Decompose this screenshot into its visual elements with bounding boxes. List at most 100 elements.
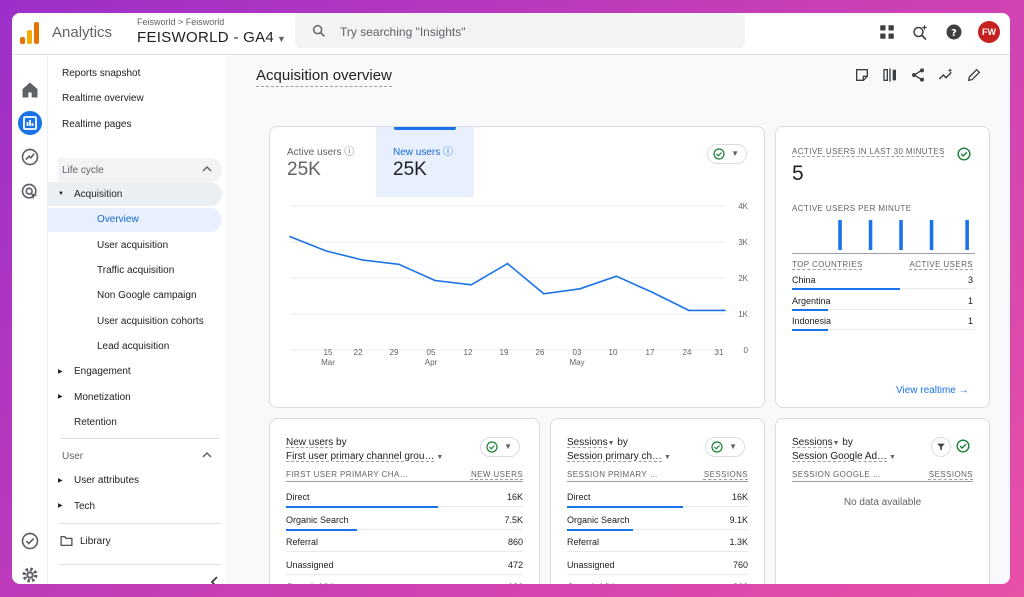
tab-label: New users: [393, 147, 441, 158]
col-top-countries: TOP COUNTRIES: [792, 260, 863, 269]
sidebar-item-non-google-campaign[interactable]: Non Google campaign: [97, 290, 197, 301]
avatar[interactable]: FW: [978, 21, 1000, 43]
sidebar-item-lead-acquisition[interactable]: Lead acquisition: [97, 341, 170, 352]
account-breadcrumb[interactable]: Feisworld > Feisworld: [137, 17, 225, 27]
dimension-selector[interactable]: First user primary channel grou… ▼: [286, 451, 443, 462]
sidebar-item-overview[interactable]: Overview: [97, 214, 139, 225]
table-row-value: 126: [508, 582, 523, 584]
x-tick-label: 03: [573, 348, 582, 357]
dimension-selector[interactable]: Session primary ch… ▼: [567, 451, 671, 462]
data-point: [289, 235, 291, 238]
home-icon[interactable]: [20, 80, 40, 100]
tab-new-users[interactable]: New users ⓘ: [393, 143, 453, 158]
analytics-logo-icon[interactable]: [20, 22, 40, 44]
y-tick-label: 0: [744, 346, 749, 355]
sidebar-item-acquisition[interactable]: Acquisition: [74, 189, 123, 200]
table-row-label[interactable]: Direct: [286, 492, 310, 502]
insights-search-icon[interactable]: [911, 23, 929, 41]
section-life-cycle[interactable]: Life cycle: [58, 158, 222, 182]
tab-active-users[interactable]: Active users ⓘ: [287, 143, 354, 158]
section-user[interactable]: User: [58, 444, 222, 468]
share-icon[interactable]: [910, 67, 926, 83]
settings-gear-icon[interactable]: [20, 565, 40, 584]
chevron-up-icon: [202, 451, 212, 458]
dimension-selector[interactable]: Session Google Ad… ▼: [792, 451, 896, 462]
sidebar-divider: [60, 564, 220, 565]
apps-grid-icon[interactable]: [878, 23, 896, 41]
folder-icon: [60, 536, 73, 546]
insights-icon[interactable]: [938, 67, 954, 83]
section-title: User: [62, 451, 84, 462]
edit-pencil-icon[interactable]: [966, 67, 982, 83]
table-row-label[interactable]: Organic Search: [567, 514, 630, 525]
check-circle-icon[interactable]: [957, 147, 971, 161]
check-circle-icon: [486, 441, 498, 453]
search-input[interactable]: Try searching "Insights": [340, 25, 466, 39]
property-selector[interactable]: FEISWORLD - GA4 ▼: [137, 29, 286, 46]
sidebar-item-retention[interactable]: Retention: [74, 417, 117, 428]
check-circle-icon[interactable]: [956, 439, 970, 453]
search-bar[interactable]: Try searching "Insights": [295, 14, 745, 48]
x-tick-month: Apr: [425, 358, 438, 367]
sidebar-item-user-attributes[interactable]: User attributes: [74, 475, 140, 486]
data-point: [579, 288, 581, 290]
check-circle-icon: [711, 441, 723, 453]
data-quality-dropdown[interactable]: ▼: [480, 437, 520, 457]
x-tick-label: 10: [609, 348, 618, 357]
help-icon[interactable]: ?: [945, 23, 963, 41]
sidebar-item-user-acquisition[interactable]: User acquisition: [97, 240, 169, 251]
data-quality-dropdown[interactable]: ▼: [707, 144, 747, 164]
row-divider: [357, 528, 523, 530]
data-point: [651, 291, 654, 294]
data-quality-dropdown[interactable]: ▼: [705, 437, 745, 457]
sidebar-item-engagement[interactable]: Engagement: [74, 366, 131, 377]
reports-icon[interactable]: [18, 111, 42, 135]
table-row-label[interactable]: Organic Search: [286, 514, 349, 525]
row-divider: [286, 551, 523, 552]
sidebar-item-tech[interactable]: Tech: [74, 501, 96, 512]
realtime-card: ACTIVE USERS IN LAST 30 MINUTES 5 ACTIVE…: [775, 126, 990, 408]
info-icon: ⓘ: [443, 147, 454, 158]
table-row-label[interactable]: Referral: [567, 537, 600, 547]
row-bar: [286, 528, 358, 531]
sidebar-item-reports-snapshot[interactable]: Reports snapshot: [62, 68, 141, 79]
table-title: Sessions▼ by: [792, 437, 853, 448]
table-row-label[interactable]: Referral: [286, 537, 319, 547]
table-row-value: 7.5K: [504, 514, 523, 525]
table-row-label[interactable]: Unassigned: [286, 559, 334, 570]
configure-check-icon[interactable]: [20, 531, 40, 551]
new-users-value: 25K: [393, 159, 427, 180]
sidebar-item-realtime-overview[interactable]: Realtime overview: [62, 93, 144, 104]
view-realtime-link[interactable]: View realtime →: [896, 385, 969, 396]
new-users-tab-bg[interactable]: [376, 127, 474, 197]
compare-icon[interactable]: [882, 67, 898, 83]
table-row-label[interactable]: Direct: [567, 492, 591, 502]
caret-down-icon: ▼: [504, 442, 512, 451]
col-header-metric: SESSIONS: [704, 470, 748, 479]
sidebar-item-traffic-acquisition[interactable]: Traffic acquisition: [97, 265, 175, 276]
row-bar: [567, 506, 683, 508]
sidebar-item-realtime-pages[interactable]: Realtime pages: [62, 119, 132, 130]
table-row-label[interactable]: Organic Video: [567, 582, 624, 584]
note-icon[interactable]: [854, 67, 870, 83]
realtime-title: ACTIVE USERS IN LAST 30 MINUTES: [792, 147, 945, 156]
table-row-label[interactable]: Organic Video: [286, 582, 343, 584]
sidebar-item-library[interactable]: Library: [80, 536, 111, 547]
data-point: [542, 293, 545, 295]
explore-icon[interactable]: [20, 147, 40, 167]
svg-text:?: ?: [951, 28, 957, 39]
chevron-up-icon: [202, 165, 212, 172]
x-tick-label: 26: [536, 348, 545, 357]
advertising-icon[interactable]: [20, 182, 40, 202]
tab-label: Active users: [287, 147, 342, 158]
title-by: by: [333, 437, 347, 448]
sidebar-item-monetization[interactable]: Monetization: [74, 392, 131, 403]
sidebar-item-user-acquisition-cohorts[interactable]: User acquisition cohorts: [97, 316, 204, 327]
y-tick-label: 2K: [738, 274, 748, 283]
collapse-chevron-icon[interactable]: [210, 576, 220, 584]
filter-button[interactable]: [931, 437, 951, 457]
table-row-label[interactable]: Unassigned: [567, 559, 615, 570]
table-title: New users by: [286, 437, 347, 448]
country-name: Argentina: [792, 295, 831, 306]
col-active-users: ACTIVE USERS: [910, 260, 973, 269]
